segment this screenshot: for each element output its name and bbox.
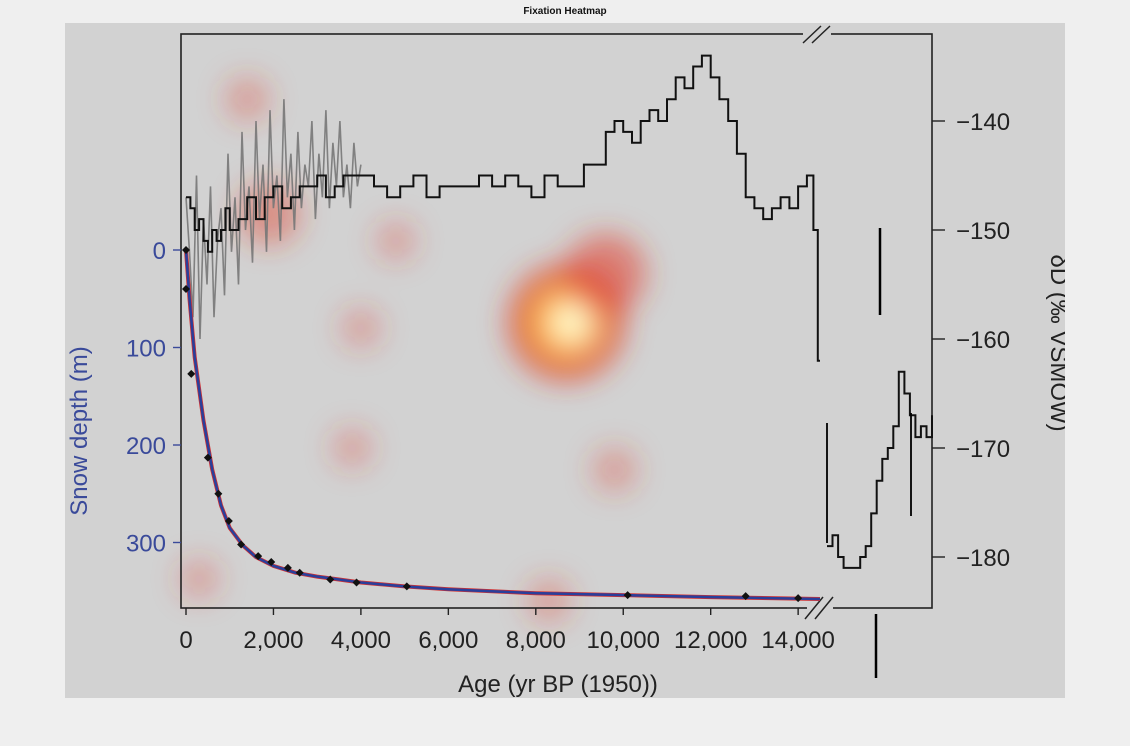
- depth-point: [623, 591, 632, 600]
- x-tick-label: 6,000: [418, 627, 478, 654]
- depth-point: [741, 592, 750, 601]
- top-axis-break: [802, 25, 831, 44]
- core-marker-lines: [826, 228, 912, 678]
- x-tick-label: 0: [179, 627, 192, 654]
- depth-layer: [182, 246, 821, 603]
- heat-blob: [565, 233, 647, 314]
- heat-blob: [224, 76, 271, 122]
- depth-point: [182, 285, 190, 293]
- heat-blob: [375, 220, 417, 262]
- figure-title: Fixation Heatmap: [523, 6, 607, 17]
- heat-blob: [526, 577, 572, 624]
- y-right-tick-label: −140: [956, 109, 1010, 136]
- heat-blob: [331, 427, 373, 469]
- series-depth: [184, 249, 821, 601]
- heat-blob: [591, 447, 638, 493]
- y-right-tick-label: −170: [956, 436, 1010, 463]
- x-tick-label: 2,000: [243, 627, 303, 654]
- series-isotope-raw: [185, 99, 362, 340]
- depth-point: [237, 540, 246, 549]
- y-right-axis-label: δD (‰ VSMOW): [1045, 254, 1065, 431]
- depth-point: [295, 568, 304, 577]
- series-isotope-glacial: [827, 370, 933, 569]
- heat-hotspot: [550, 302, 591, 343]
- depth-point: [794, 594, 803, 603]
- depth-point: [214, 489, 223, 498]
- depth-point: [402, 582, 411, 591]
- series-isotope: [186, 54, 820, 362]
- isotope-raw-layer: [185, 99, 362, 340]
- x-tick-label: 8,000: [506, 627, 566, 654]
- depth-point: [254, 552, 263, 561]
- depth-point: [182, 246, 190, 254]
- depth-point: [187, 369, 196, 378]
- axis-ticks: 0 2,000 4,000 6,000 8,000 10,000 12,000 14,000 0…: [126, 109, 1010, 654]
- depth-point: [326, 575, 335, 584]
- heat-blob: [178, 558, 220, 600]
- y-right-tick-label: −150: [956, 218, 1010, 245]
- depth-point: [283, 563, 292, 572]
- y-left-tick-label: 0: [153, 238, 166, 265]
- y-left-tick-label: 100: [126, 336, 166, 363]
- y-left-axis-label: Snow depth (m): [66, 346, 93, 515]
- x-tick-label: 4,000: [331, 627, 391, 654]
- x-tick-label: 10,000: [587, 627, 660, 654]
- plot-frame: [180, 33, 933, 609]
- series-depth-fit: [184, 249, 821, 601]
- y-right-tick-label: −160: [956, 327, 1010, 354]
- depth-point: [203, 453, 212, 462]
- bottom-axis-break: [804, 596, 834, 620]
- y-right-tick-label: −180: [956, 545, 1010, 572]
- figure-panel: 0 2,000 4,000 6,000 8,000 10,000 12,000 14,000 0…: [65, 23, 1065, 698]
- chart: 0 2,000 4,000 6,000 8,000 10,000 12,000 14,000 0…: [66, 25, 1065, 698]
- x-axis-label: Age (yr BP (1950)): [458, 671, 658, 698]
- isotope-layer: [186, 54, 933, 569]
- depth-point: [267, 558, 276, 566]
- fixation-heat-layer: [178, 76, 647, 624]
- x-tick-label: 12,000: [674, 627, 747, 654]
- y-left-tick-label: 200: [126, 433, 166, 460]
- depth-point: [352, 578, 361, 587]
- heat-blob: [340, 307, 382, 349]
- x-tick-label: 14,000: [761, 627, 834, 654]
- depth-point: [224, 517, 233, 526]
- y-left-tick-label: 300: [126, 531, 166, 558]
